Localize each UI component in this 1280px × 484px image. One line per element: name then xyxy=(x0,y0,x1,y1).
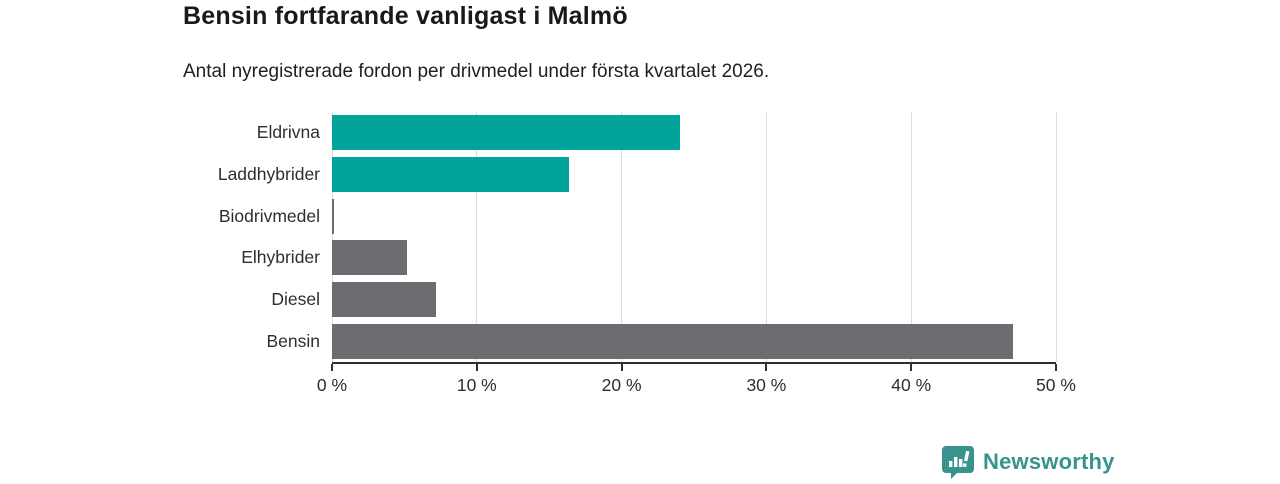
x-axis-tick xyxy=(1055,364,1057,371)
x-axis-tick-label: 20 % xyxy=(601,375,642,395)
bar-laddhybrider xyxy=(332,157,570,192)
category-label: Diesel xyxy=(271,289,320,309)
bar-diesel xyxy=(332,282,437,317)
gridline xyxy=(331,112,333,362)
gridline xyxy=(476,112,478,362)
y-axis-labels: Eldrivna Laddhybrider Biodrivmedel Elhybrid… xyxy=(140,112,320,362)
x-axis-line xyxy=(332,362,1056,364)
logo-text: Newsworthy xyxy=(983,449,1115,474)
category-label: Biodrivmedel xyxy=(218,205,320,226)
x-axis-tick-label: 40 % xyxy=(891,375,932,395)
category-label: Laddhybrider xyxy=(217,164,320,184)
plot-area: 0 % 10 % 20 % 30 % 40 % 50 % xyxy=(317,112,1076,395)
gridline xyxy=(1055,112,1057,362)
x-axis-tick-label: 30 % xyxy=(746,375,787,395)
x-axis-tick xyxy=(331,364,333,371)
category-label: Bensin xyxy=(266,330,320,351)
gridline xyxy=(910,112,912,362)
bar-bensin xyxy=(332,323,1013,359)
bar-biodrivmedel xyxy=(332,198,334,234)
category-label: Elhybrider xyxy=(241,247,320,268)
x-axis-tick-label: 50 % xyxy=(1036,375,1076,395)
gridline xyxy=(621,112,623,362)
x-axis-tick xyxy=(765,364,768,371)
x-axis-tick-label: 10 % xyxy=(456,375,497,395)
x-axis-tick-label: 0 % xyxy=(316,375,348,395)
bar-elhybrider xyxy=(332,240,408,276)
category-label: Eldrivna xyxy=(256,122,320,143)
bar-eldrivna xyxy=(332,115,680,151)
gridline xyxy=(765,112,767,362)
x-axis-tick xyxy=(475,364,478,371)
chart-subtitle: Antal nyregistrerade fordon per drivmede… xyxy=(183,61,770,82)
bar-chart-badge-icon xyxy=(941,445,975,479)
x-axis-tick xyxy=(620,364,623,371)
newsworthy-logo[interactable]: Newsworthy xyxy=(941,445,1115,479)
x-axis-tick xyxy=(910,364,913,371)
chart-title: Bensin fortfarande vanligast i Malmö xyxy=(183,2,628,30)
